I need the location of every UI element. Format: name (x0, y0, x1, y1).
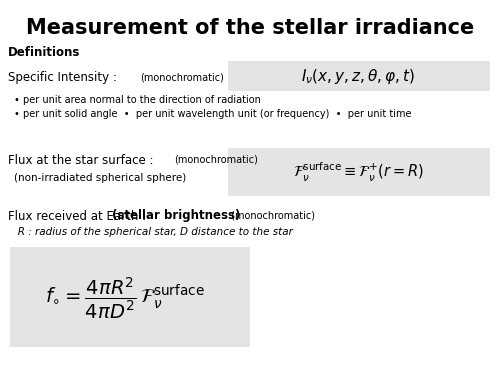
Text: Measurement of the stellar irradiance: Measurement of the stellar irradiance (26, 18, 474, 38)
Text: • per unit area normal to the direction of radiation: • per unit area normal to the direction … (14, 95, 261, 105)
Text: Definitions: Definitions (8, 45, 81, 58)
Bar (228, 61, 490, 91)
Text: • per unit solid angle  •  per unit wavelength unit (or frequency)  •  per unit : • per unit solid angle • per unit wavele… (14, 109, 411, 119)
Text: (non-irradiated spherical sphere): (non-irradiated spherical sphere) (14, 173, 186, 183)
Text: (monochromatic): (monochromatic) (140, 73, 224, 83)
Bar (10, 247, 250, 347)
Text: $f_{\circ} = \dfrac{4\pi R^{2}}{4\pi D^{2}}\,\mathcal{F}_{\nu}^{\mathrm{surface}: $f_{\circ} = \dfrac{4\pi R^{2}}{4\pi D^{… (45, 275, 205, 321)
Text: Specific Intensity :: Specific Intensity : (8, 72, 120, 84)
Text: R : radius of the spherical star, D distance to the star: R : radius of the spherical star, D dist… (8, 227, 293, 237)
Text: (monochromatic): (monochromatic) (228, 211, 315, 221)
Text: (stellar brightness): (stellar brightness) (112, 210, 240, 222)
Text: Flux at the star surface :: Flux at the star surface : (8, 153, 157, 166)
Text: (monochromatic): (monochromatic) (174, 155, 258, 165)
Bar (228, 148, 490, 196)
Text: Flux received at Earth :: Flux received at Earth : (8, 210, 150, 222)
Text: $\mathcal{F}_{\nu}^{\mathrm{surface}} \equiv \mathcal{F}_{\nu}^{+}(r=R)$: $\mathcal{F}_{\nu}^{\mathrm{surface}} \e… (292, 160, 424, 184)
Text: $I_{\nu}(x, y, z, \theta, \varphi, t)$: $I_{\nu}(x, y, z, \theta, \varphi, t)$ (301, 66, 415, 86)
